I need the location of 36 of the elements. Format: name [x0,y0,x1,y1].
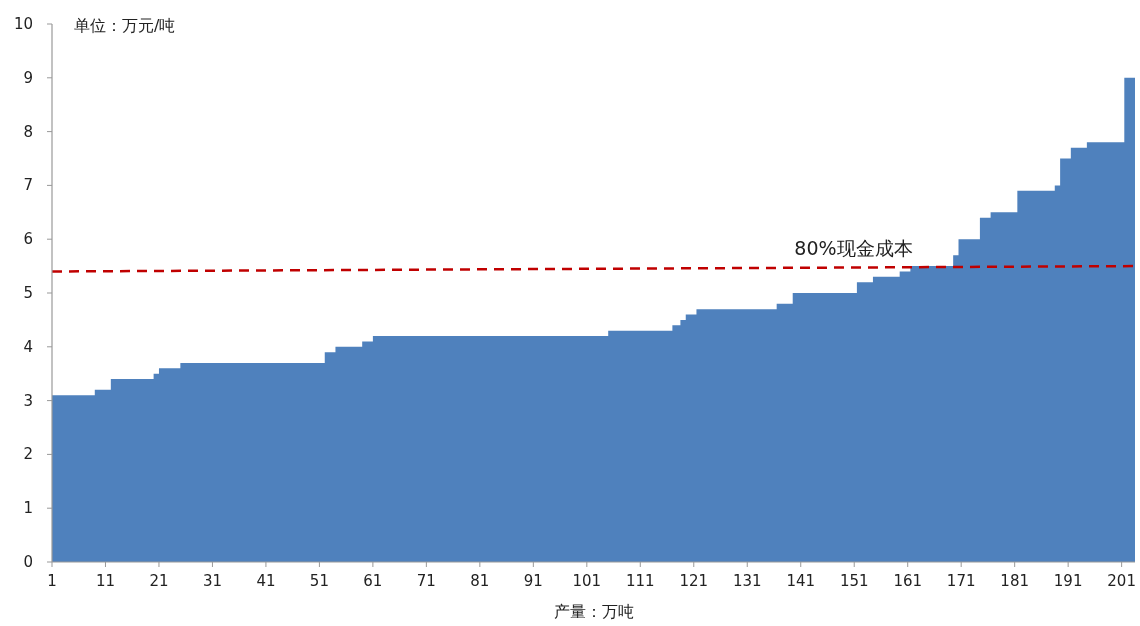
x-tick-label: 41 [256,572,276,590]
series-label: 80%现金成本 [794,237,913,260]
x-tick-label: 121 [679,572,709,590]
x-tick-label: 141 [786,572,816,590]
x-tick-label: 71 [416,572,436,590]
plot: 80%现金成本 [52,77,1135,562]
x-axis-title: 产量：万吨 [553,602,634,621]
y-tick-label: 8 [23,122,33,141]
y-tick-label: 0 [23,553,33,571]
y-axis-title: 单位：万元/吨 [74,16,176,35]
x-tick-label: 131 [732,572,762,590]
x-tick-label: 181 [1000,572,1029,590]
x-tick-label: 1 [47,572,57,590]
y-tick-label: 5 [23,284,33,302]
x-tick-label: 21 [149,572,169,590]
x-tick-label: 101 [572,572,602,590]
x-tick-label: 191 [1053,572,1083,590]
x-tick-label: 171 [946,572,976,590]
y-tick-label: 7 [23,176,33,195]
y-tick-label: 9 [23,68,33,87]
x-tick-label: 151 [839,572,869,590]
y-tick-label: 2 [23,445,33,464]
y-tick-label: 10 [13,15,33,33]
x-tick-label: 201 [1107,572,1136,590]
y-tick-label: 1 [23,499,33,518]
x-tick-label: 81 [470,572,490,590]
x-tick-label: 61 [363,572,383,590]
y-tick-label: 6 [23,230,33,249]
x-tick-label: 111 [625,572,655,590]
y-tick-label: 4 [23,337,33,356]
x-tick-label: 31 [202,572,222,590]
x-tick-label: 91 [523,572,543,590]
x-tick-label: 11 [95,572,116,590]
x-tick-label: 161 [893,572,923,590]
x-tick-label: 51 [309,572,329,590]
y-tick-label: 3 [23,391,33,410]
